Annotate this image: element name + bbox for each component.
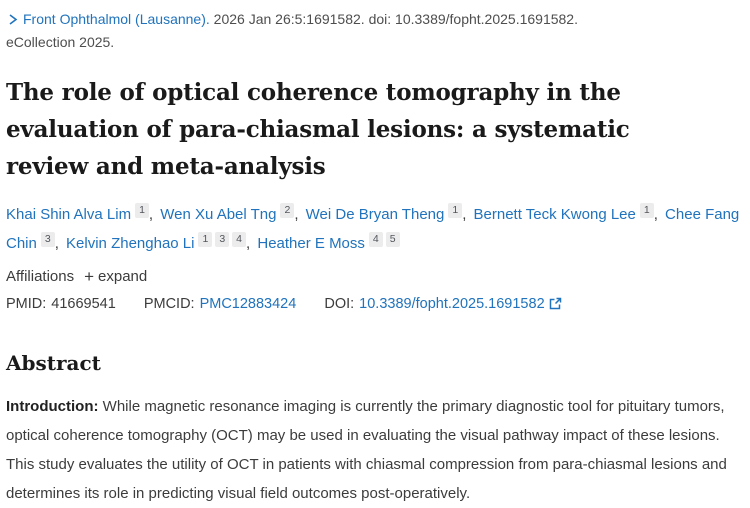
author-separator: , xyxy=(54,235,64,252)
author-link[interactable]: Chee Fang Chin xyxy=(6,206,740,252)
doi-label: DOI: xyxy=(324,296,355,312)
author-affiliation-superscript[interactable]: 2 xyxy=(280,203,295,218)
pmcid-label: PMCID: xyxy=(143,296,195,312)
affiliations-row: Affiliations + expand xyxy=(6,267,742,287)
affiliations-expand-button[interactable]: + expand xyxy=(84,267,147,287)
author-link[interactable]: Kelvin Zhenghao Li xyxy=(66,235,195,252)
author-affiliation-superscript[interactable]: 4 xyxy=(368,232,383,247)
author-link[interactable]: Wen Xu Abel Tng xyxy=(160,206,277,223)
doi-group: DOI: 10.3389/fopht.2025.1691582 xyxy=(324,296,561,312)
authors-list: Khai Shin Alva Lim 1, Wen Xu Abel Tng 2, W… xyxy=(6,200,742,258)
author-separator: , xyxy=(148,206,158,223)
abstract-heading: Abstract xyxy=(6,351,101,375)
pmid-value: 41669541 xyxy=(51,296,116,312)
author-separator: , xyxy=(294,206,303,223)
citation-ecollection: eCollection 2025. xyxy=(6,34,115,50)
author-link[interactable]: Wei De Bryan Theng xyxy=(305,206,445,223)
author-link[interactable]: Heather E Moss xyxy=(257,235,365,252)
doi-link[interactable]: 10.3389/fopht.2025.1691582 xyxy=(359,296,545,312)
author-link[interactable]: Bernett Teck Kwong Lee xyxy=(473,206,636,223)
journal-link[interactable]: Front Ophthalmol (Lausanne). xyxy=(23,11,210,27)
author-affiliation-superscript[interactable]: 1 xyxy=(448,203,463,218)
author-affiliation-superscript[interactable]: 5 xyxy=(385,232,400,247)
author-affiliation-superscript[interactable]: 1 xyxy=(135,203,149,218)
author-affiliation-superscript[interactable]: 1 xyxy=(639,203,654,218)
author-separator: , xyxy=(462,206,471,223)
article-title: The role of optical coherence tomography… xyxy=(6,74,742,185)
abstract-paragraph: Introduction: While magnetic resonance i… xyxy=(6,392,742,508)
chevron-right-icon[interactable] xyxy=(8,9,18,31)
affiliations-expand-label: expand xyxy=(98,268,148,285)
abstract-intro-text: While magnetic resonance imaging is curr… xyxy=(6,398,727,502)
pmid-group: PMID: 41669541 xyxy=(6,296,116,312)
external-link-icon[interactable] xyxy=(549,297,562,314)
author-separator: , xyxy=(246,235,255,252)
pmcid-link[interactable]: PMC12883424 xyxy=(199,296,297,312)
author-affiliation-superscript[interactable]: 3 xyxy=(215,232,230,247)
journal-citation: Front Ophthalmol (Lausanne). 2026 Jan 26… xyxy=(6,8,742,53)
author-affiliation-superscript[interactable]: 4 xyxy=(232,232,247,247)
pmcid-group: PMCID: PMC12883424 xyxy=(144,296,297,312)
author-affiliation-superscript[interactable]: 1 xyxy=(198,232,213,247)
plus-icon: + xyxy=(84,267,95,286)
affiliations-label: Affiliations xyxy=(6,268,75,285)
pmid-label: PMID: xyxy=(6,296,47,312)
citation-details: 2026 Jan 26:5:1691582. doi: 10.3389/foph… xyxy=(213,11,578,27)
article-title-line-2: evaluation of para-chiasmal lesions: a s… xyxy=(6,116,630,143)
author-separator: , xyxy=(653,206,663,223)
identifiers-row: PMID: 41669541 PMCID: PMC12883424 DOI: 10.3… xyxy=(6,296,742,314)
article-title-line-1: The role of optical coherence tomography… xyxy=(6,79,621,106)
abstract-intro-label: Introduction: xyxy=(6,398,99,415)
article-title-line-3: review and meta-analysis xyxy=(6,153,326,180)
author-link[interactable]: Khai Shin Alva Lim xyxy=(6,206,132,223)
author-affiliation-superscript[interactable]: 3 xyxy=(40,232,55,247)
